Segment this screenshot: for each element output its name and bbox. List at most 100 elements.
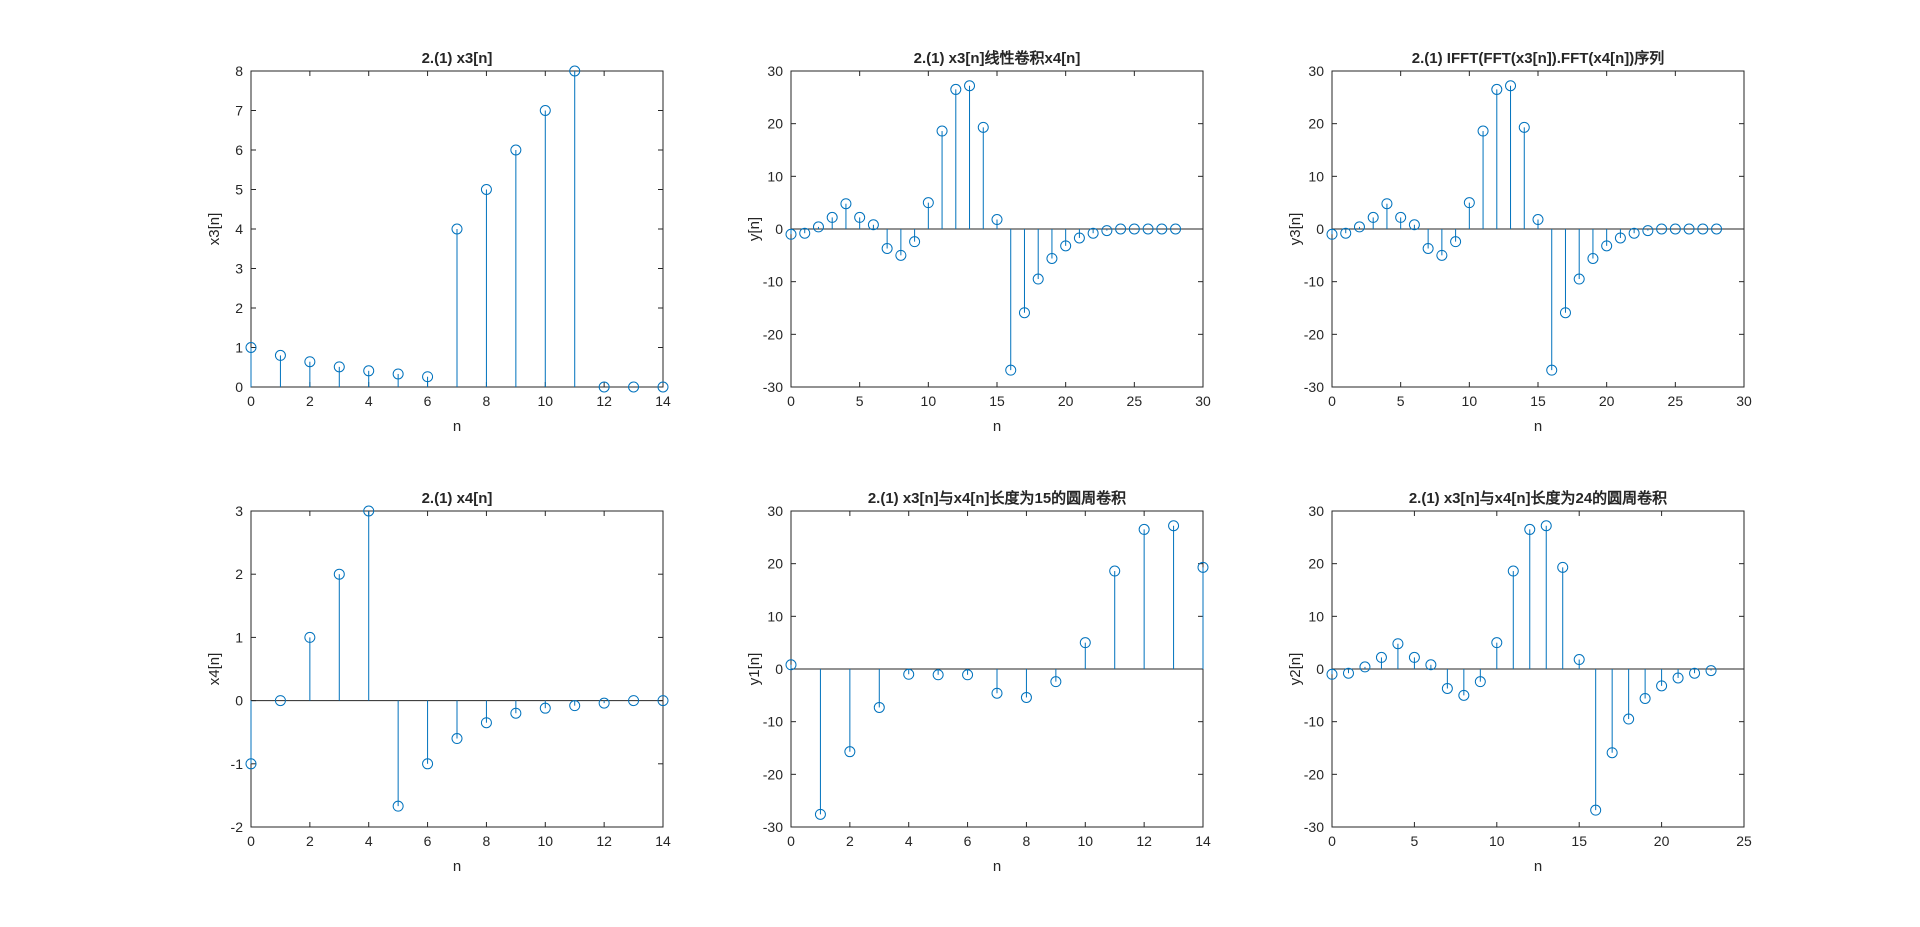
stem-marker [363, 505, 375, 517]
y-tick-label: -10 [1304, 714, 1324, 730]
stem-marker [363, 365, 375, 377]
stem-marker [480, 184, 492, 195]
y-tick-label: 10 [767, 608, 783, 624]
stem-marker [1441, 682, 1453, 694]
stem-marker [799, 227, 811, 239]
y-tick-label: 5 [235, 182, 243, 198]
x-tick-label: 10 [537, 393, 553, 409]
stem-marker [1408, 219, 1420, 231]
stem-marker [569, 700, 581, 712]
stem-marker [1463, 197, 1475, 209]
x-tick-label: 20 [1058, 393, 1074, 409]
y-tick-label: 30 [767, 63, 783, 79]
stem-marker [1540, 520, 1552, 532]
stem-marker [991, 687, 1003, 699]
x-tick-label: 14 [655, 833, 671, 849]
stem-marker [1606, 747, 1618, 759]
x-tick-label: 6 [424, 833, 432, 849]
stem-marker [1614, 232, 1626, 244]
x-tick-label: 30 [1736, 393, 1752, 409]
stem-marker [1138, 523, 1150, 535]
plot-title: 2.(1) IFFT(FFT(x3[n]).FFT(x4[n])序列 [1412, 49, 1664, 67]
stem-marker [1408, 651, 1420, 663]
x-axis-label: n [1534, 418, 1542, 435]
x-tick-label: 12 [596, 393, 612, 409]
stem-marker [812, 221, 824, 233]
stem-marker [1326, 228, 1338, 240]
stem-marker [1326, 668, 1338, 680]
stem-marker [480, 717, 492, 729]
x-tick-label: 5 [1411, 833, 1419, 849]
stem-marker [392, 368, 404, 380]
x-tick-label: 12 [1136, 833, 1152, 849]
stem-marker [598, 381, 610, 393]
y-tick-label: 30 [1308, 63, 1324, 79]
y-tick-label: -30 [763, 379, 783, 395]
stem-marker [1381, 198, 1393, 210]
x-tick-label: 8 [1023, 833, 1031, 849]
stem-marker [950, 83, 962, 95]
stem-marker [1046, 252, 1058, 264]
x-tick-label: 2 [846, 833, 854, 849]
stem-marker [1392, 638, 1404, 650]
x-tick-label: 15 [1530, 393, 1546, 409]
stem-marker [1705, 665, 1717, 677]
y-tick-label: 10 [1308, 168, 1324, 184]
y-tick-label: 30 [1308, 503, 1324, 519]
y-tick-label: -1 [231, 756, 244, 772]
stem-marker [922, 197, 934, 209]
y-tick-label: 0 [775, 221, 783, 237]
x-axis-label: n [993, 418, 1001, 435]
y-axis-label: x3[n] [206, 213, 223, 246]
y-axis-label: y3[n] [1287, 213, 1304, 246]
stem-marker [510, 144, 522, 156]
y-tick-label: 20 [1308, 556, 1324, 572]
stem-marker [1507, 565, 1519, 577]
y-tick-label: 0 [235, 693, 243, 709]
x-tick-label: 4 [365, 833, 373, 849]
y-axis-label: y2[n] [1287, 653, 1304, 686]
stem-marker [1367, 211, 1379, 223]
x-tick-label: 14 [1195, 833, 1211, 849]
stem-marker [1689, 667, 1701, 679]
stem-marker [1711, 223, 1723, 235]
stem-marker [1669, 223, 1681, 235]
y-tick-label: 20 [1308, 116, 1324, 132]
y-tick-label: 10 [767, 168, 783, 184]
stem-marker [1109, 565, 1121, 577]
stem-marker [1532, 214, 1544, 226]
y-tick-label: 2 [235, 300, 243, 316]
stem-marker [826, 211, 838, 223]
y-tick-label: -10 [763, 274, 783, 290]
x-tick-label: 5 [1397, 393, 1405, 409]
stem-marker [1142, 223, 1154, 235]
stem-marker [1587, 252, 1599, 264]
stem-marker [814, 808, 826, 820]
stem-marker [1656, 680, 1668, 692]
stem-marker [932, 669, 944, 681]
stem-marker [1573, 654, 1585, 666]
plot-title: 2.(1) x3[n]与x4[n]长度为15的圆周卷积 [868, 489, 1126, 507]
stem-marker [598, 697, 610, 709]
x-tick-label: 25 [1127, 393, 1143, 409]
y-tick-label: -20 [1304, 766, 1324, 782]
x-tick-label: 25 [1668, 393, 1684, 409]
x-tick-label: 0 [787, 833, 795, 849]
subplot-6: 0 5 10 15 20 25 -30 -20 -10 0 10 20 30 2.(1) x3[n]与x4… [1287, 489, 1752, 875]
stem-marker [962, 669, 974, 681]
stem-marker [274, 695, 286, 707]
x-tick-label: 8 [483, 393, 491, 409]
stem-marker [1559, 307, 1571, 319]
stem-marker [909, 236, 921, 248]
x-tick-label: 10 [1462, 393, 1478, 409]
stem-marker [304, 356, 316, 368]
y-tick-label: 20 [767, 556, 783, 572]
y-tick-label: -30 [763, 819, 783, 835]
y-tick-label: 1 [235, 340, 243, 356]
stem-marker [628, 695, 640, 707]
stem-marker [881, 242, 893, 254]
y-tick-label: 10 [1308, 608, 1324, 624]
stem-marker [1491, 637, 1503, 649]
